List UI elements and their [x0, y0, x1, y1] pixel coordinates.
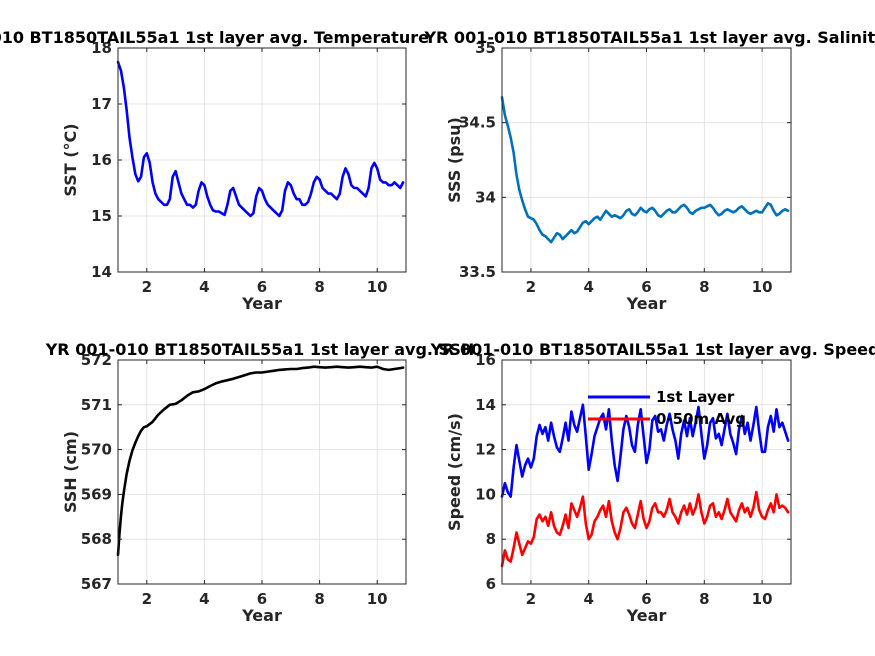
y-tick-label: 6	[486, 575, 496, 593]
x-tick-label: 6	[641, 278, 651, 296]
y-tick-label: 17	[91, 95, 112, 113]
x-tick-label: 10	[752, 278, 773, 296]
x-tick-label: 10	[367, 590, 388, 608]
y-tick-label: 571	[81, 396, 112, 414]
y-tick-label: 568	[81, 530, 112, 548]
x-tick-label: 4	[199, 590, 209, 608]
x-tick-label: 2	[142, 590, 152, 608]
legend: 1st Layer 0-50m Avg	[588, 388, 746, 428]
y-axis-label: SSS (psu)	[445, 117, 464, 203]
y-axis-label: SSH (cm)	[61, 431, 80, 513]
y-tick-label: 8	[486, 530, 496, 548]
x-axis-label: Year	[241, 294, 282, 313]
y-tick-label: 16	[475, 351, 496, 369]
ssh-panel: 2 4 6 8 10 567 568 569 570 571 572 Year SSH (cm) YR 0…	[45, 340, 475, 625]
x-tick-label: 2	[142, 278, 152, 296]
temperature-panel: 2 4 6 8 10 14 15 16 17 18 Year SST (°C) YR 001-010 B…	[0, 28, 429, 313]
y-tick-label: 10	[475, 485, 496, 503]
x-axis-label: Year	[241, 606, 282, 625]
y-tick-label: 570	[81, 441, 112, 459]
x-tick-label: 8	[699, 278, 709, 296]
speed-panel: 2 4 6 8 10 6 8 10 12 14 16 Year Speed (cm/s) YR 001-0…	[430, 340, 875, 625]
salinity-panel: 2 4 6 8 10 33.5 34 34.5 35 Year SSS (psu) YR 001-01…	[423, 28, 875, 313]
y-tick-label: 569	[81, 485, 112, 503]
y-axis-label: Speed (cm/s)	[445, 413, 464, 531]
y-tick-label: 33.5	[459, 263, 496, 281]
series-line-temperature	[116, 60, 405, 218]
x-tick-label: 2	[526, 590, 536, 608]
series-line-ssh	[116, 365, 405, 557]
x-tick-label: 6	[257, 590, 267, 608]
y-tick-label: 14	[91, 263, 112, 281]
y-tick-label: 14	[475, 396, 496, 414]
x-tick-label: 4	[583, 278, 593, 296]
y-tick-label: 34	[475, 188, 496, 206]
x-tick-label: 8	[699, 590, 709, 608]
y-tick-label: 35	[475, 39, 496, 57]
x-tick-label: 10	[752, 590, 773, 608]
x-tick-label: 6	[641, 590, 651, 608]
x-tick-label: 8	[314, 590, 324, 608]
x-axis-label: Year	[626, 294, 667, 313]
y-tick-label: 34.5	[459, 114, 496, 132]
y-tick-label: 16	[91, 151, 112, 169]
series-line-0-50m-avg	[500, 490, 790, 568]
y-tick-label: 15	[91, 207, 112, 225]
x-tick-label: 10	[367, 278, 388, 296]
series-line-1st-layer	[500, 403, 790, 498]
x-tick-label: 4	[583, 590, 593, 608]
panel-title: YR 001-010 BT1850TAIL55a1 1st layer avg.…	[423, 28, 875, 47]
y-axis-label: SST (°C)	[61, 123, 80, 196]
y-tick-label: 567	[81, 575, 112, 593]
x-tick-label: 4	[199, 278, 209, 296]
y-tick-label: 572	[81, 351, 112, 369]
legend-label: 0-50m Avg	[656, 410, 746, 428]
y-tick-label: 18	[91, 39, 112, 57]
x-tick-label: 8	[314, 278, 324, 296]
legend-label: 1st Layer	[656, 388, 735, 406]
panel-title: YR 001-010 BT1850TAIL55a1 1st layer avg.…	[45, 340, 475, 359]
y-tick-label: 12	[475, 441, 496, 459]
x-tick-label: 2	[526, 278, 536, 296]
series-line-salinity	[500, 96, 790, 244]
panel-title: YR 001-010 BT1850TAIL55a1 1st layer avg.…	[0, 28, 429, 47]
panel-title: YR 001-010 BT1850TAIL55a1 1st layer avg.…	[430, 340, 875, 359]
x-tick-label: 6	[257, 278, 267, 296]
x-axis-label: Year	[626, 606, 667, 625]
